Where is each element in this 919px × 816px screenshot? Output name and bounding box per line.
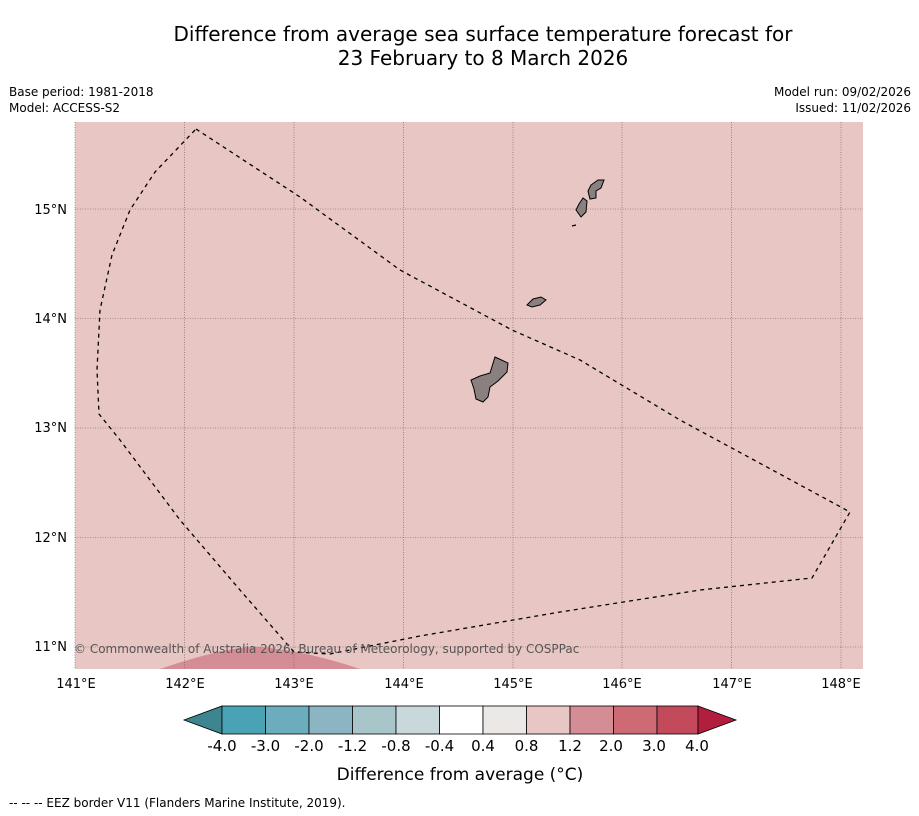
colorbar-bin-9 bbox=[613, 705, 658, 735]
cb-label-8: 1.2 bbox=[558, 737, 582, 755]
island-saipan bbox=[587, 179, 605, 200]
island-guam bbox=[470, 356, 509, 403]
cb-label-10: 3.0 bbox=[642, 737, 666, 755]
island-aguijan bbox=[571, 224, 577, 227]
copyright-text: © Commonwealth of Australia 2026, Bureau… bbox=[74, 642, 579, 656]
eez-border bbox=[96, 128, 851, 655]
meta-left: Base period: 1981-2018 Model: ACCESS-S2 bbox=[9, 84, 154, 116]
colorbar-title: Difference from average (°C) bbox=[337, 765, 584, 785]
cb-label-6: 0.4 bbox=[471, 737, 495, 755]
island-tinian bbox=[575, 197, 588, 218]
warm-anomaly-patch bbox=[160, 646, 360, 669]
colorbar-bin-10 bbox=[656, 705, 699, 735]
cb-label-9: 2.0 bbox=[599, 737, 623, 755]
grid-lines bbox=[74, 122, 863, 669]
colorbar-arrow-right bbox=[697, 705, 738, 735]
cb-label-4: -0.8 bbox=[381, 737, 410, 755]
lat-label-14: 14°N bbox=[34, 312, 67, 327]
colorbar-bin-7 bbox=[526, 705, 571, 735]
map-title: Difference from average sea surface temp… bbox=[0, 22, 919, 70]
colorbar-labels: -4.0 -3.0 -2.0 -1.2 -0.8 -0.4 0.4 0.8 1.… bbox=[207, 737, 709, 755]
model-text: Model: ACCESS-S2 bbox=[9, 101, 121, 115]
lon-label-148: 148°E bbox=[821, 677, 861, 692]
cb-label-5: -0.4 bbox=[425, 737, 454, 755]
lon-label-142: 142°E bbox=[165, 677, 205, 692]
island-rota bbox=[526, 296, 547, 308]
cb-label-11: 4.0 bbox=[685, 737, 709, 755]
lon-label-141: 141°E bbox=[56, 677, 96, 692]
colorbar-bin-8 bbox=[569, 705, 614, 735]
lat-label-15: 15°N bbox=[34, 203, 67, 218]
lat-label-12: 12°N bbox=[34, 531, 67, 546]
colorbar-bin-0 bbox=[221, 705, 266, 735]
cb-label-1: -3.0 bbox=[251, 737, 280, 755]
model-run-text: Model run: 09/02/2026 bbox=[773, 85, 911, 99]
colorbar-bin-5 bbox=[439, 705, 484, 735]
colorbar-bin-2 bbox=[308, 705, 353, 735]
lon-label-147: 147°E bbox=[712, 677, 752, 692]
eez-footnote: -- -- -- EEZ border V11 (Flanders Marine… bbox=[9, 796, 346, 810]
colorbar-bin-1 bbox=[265, 705, 310, 735]
issued-text: Issued: 11/02/2026 bbox=[795, 101, 911, 115]
title-line-1: Difference from average sea surface temp… bbox=[173, 22, 793, 46]
colorbar-bin-6 bbox=[482, 705, 527, 735]
lat-label-13: 13°N bbox=[34, 421, 67, 436]
title-line-2: 23 February to 8 March 2026 bbox=[337, 46, 629, 70]
lon-label-143: 143°E bbox=[274, 677, 314, 692]
lon-label-146: 146°E bbox=[602, 677, 642, 692]
colorbar-bin-4 bbox=[395, 705, 440, 735]
map-background bbox=[75, 122, 863, 669]
colorbar-arrow-left bbox=[182, 705, 223, 735]
lat-label-11: 11°N bbox=[34, 640, 67, 655]
lon-label-144: 144°E bbox=[384, 677, 424, 692]
base-period-text: Base period: 1981-2018 bbox=[9, 85, 154, 99]
cb-label-7: 0.8 bbox=[515, 737, 539, 755]
islands bbox=[470, 179, 605, 403]
cb-label-2: -2.0 bbox=[294, 737, 323, 755]
cb-label-3: -1.2 bbox=[338, 737, 367, 755]
meta-right: Model run: 09/02/2026 Issued: 11/02/2026 bbox=[774, 84, 911, 116]
lon-label-145: 145°E bbox=[493, 677, 533, 692]
colorbar-bin-3 bbox=[352, 705, 397, 735]
colorbar bbox=[182, 705, 738, 735]
cb-label-0: -4.0 bbox=[207, 737, 236, 755]
